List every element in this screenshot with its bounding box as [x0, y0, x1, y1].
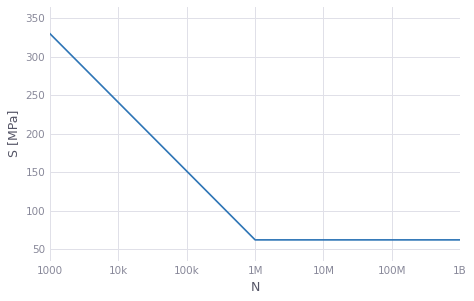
Y-axis label: S [MPa]: S [MPa]	[7, 110, 20, 157]
X-axis label: N: N	[250, 281, 260, 294]
